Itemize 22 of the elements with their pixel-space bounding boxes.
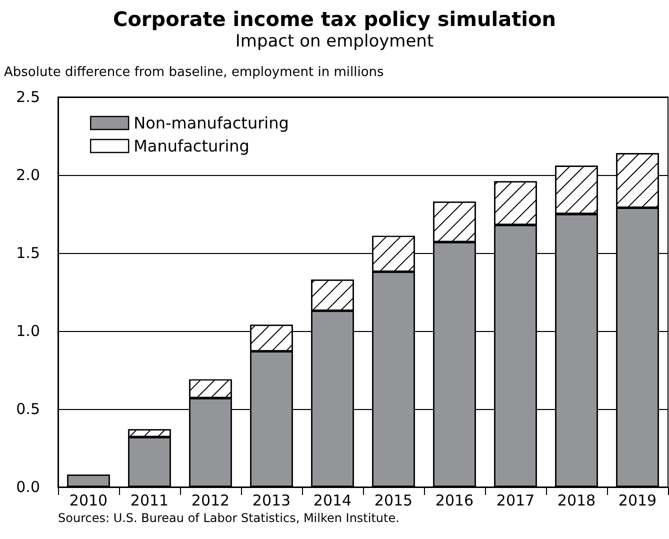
x-tick-label: 2012 <box>191 492 230 510</box>
x-tick-label: 2014 <box>313 492 352 510</box>
y-tick-label: 0.5 <box>16 400 40 418</box>
legend-label: Non-manufacturing <box>134 114 289 132</box>
y-tick-label: 2.0 <box>16 166 40 184</box>
x-tick-label: 2018 <box>557 492 596 510</box>
chart-subtitle: Impact on employment <box>235 32 434 52</box>
y-axis-title: Absolute difference from baseline, employment in millions <box>4 65 384 80</box>
x-tick-label: 2010 <box>69 492 108 510</box>
legend-label: Manufacturing <box>134 136 250 156</box>
x-tick-label: 2015 <box>374 492 413 510</box>
y-tick-label: 2.5 <box>16 88 40 106</box>
y-tick-label: 1.0 <box>16 322 40 340</box>
y-tick-label: 1.5 <box>16 244 40 262</box>
x-tick-label: 2017 <box>496 492 535 510</box>
x-tick-label: 2011 <box>130 492 169 510</box>
x-tick-label: 2016 <box>435 492 474 510</box>
x-tick-label: 2013 <box>252 492 291 510</box>
chart-title: Corporate income tax policy simulation <box>113 7 556 31</box>
source-note: Sources: U.S. Bureau of Labor Statistics, Milken Institute. <box>58 511 400 525</box>
x-tick-label: 2019 <box>618 492 657 510</box>
y-tick-label: 0.0 <box>16 478 40 496</box>
